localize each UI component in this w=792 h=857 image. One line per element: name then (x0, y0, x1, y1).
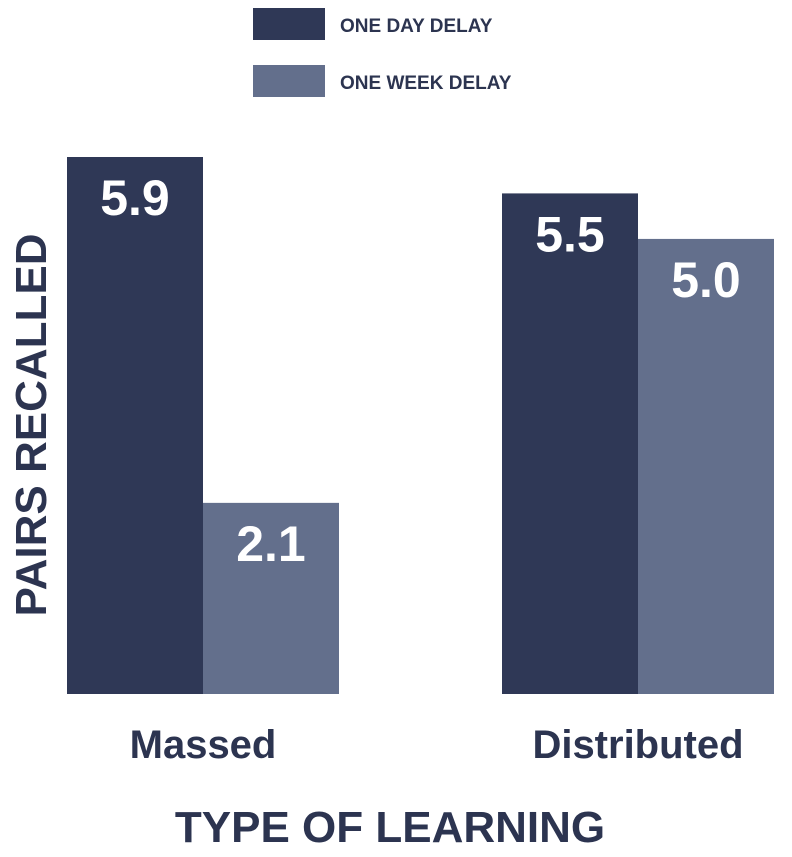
legend-label-one-day: ONE DAY DELAY (340, 16, 493, 37)
legend-label-one-week: ONE WEEK DELAY (340, 73, 512, 94)
legend-swatch-one-week (253, 65, 325, 97)
legend: ONE DAY DELAY ONE WEEK DELAY (253, 8, 512, 97)
category-labels: Massed Distributed (130, 723, 744, 767)
category-label-massed: Massed (130, 723, 277, 767)
y-axis-title: PAIRS RECALLED (7, 234, 56, 617)
value-label-distributed-one-day: 5.5 (535, 206, 605, 262)
value-labels: 5.9 2.1 5.5 5.0 (100, 170, 741, 572)
bar-distributed-one-day (502, 193, 638, 694)
legend-swatch-one-day (253, 8, 325, 40)
value-label-massed-one-day: 5.9 (100, 170, 170, 226)
value-label-massed-one-week: 2.1 (236, 516, 306, 572)
value-label-distributed-one-week: 5.0 (671, 252, 741, 308)
x-axis-title: TYPE OF LEARNING (175, 803, 605, 852)
bar-massed-one-week (203, 502, 339, 694)
bar-massed-one-day (67, 157, 203, 694)
category-label-distributed: Distributed (532, 723, 743, 767)
bars (67, 157, 774, 694)
bar-distributed-one-week (638, 238, 774, 694)
